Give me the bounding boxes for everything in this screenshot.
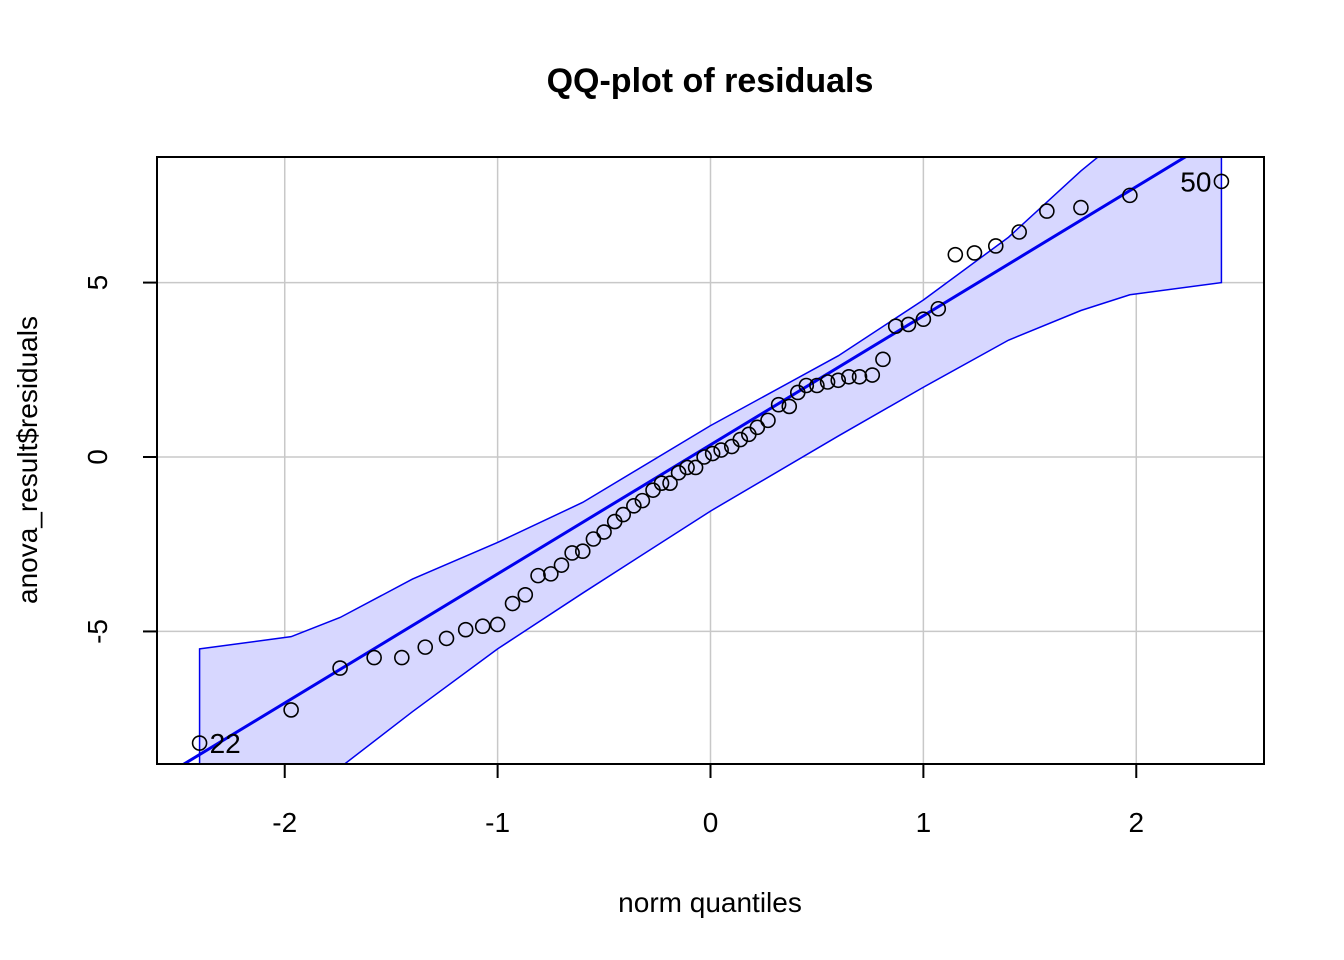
data-point [930, 300, 947, 317]
reference-line [181, 157, 1189, 764]
data-point [819, 374, 836, 390]
data-point [634, 492, 651, 509]
x-tick-label: -1 [485, 807, 510, 838]
data-point [615, 506, 632, 523]
data-points [191, 173, 1230, 751]
data-point [830, 372, 847, 389]
point-labels: 22 50 [210, 166, 1212, 759]
data-point [585, 531, 602, 547]
data-point [875, 351, 891, 368]
y-tick-label: 5 [82, 275, 113, 291]
data-point [798, 377, 815, 394]
data-point [679, 459, 695, 476]
data-point [191, 735, 208, 751]
data-point [987, 238, 1004, 254]
data-point [947, 246, 964, 263]
data-point [770, 396, 787, 413]
data-point [864, 367, 881, 383]
data-point [749, 419, 766, 436]
data-point [732, 431, 749, 448]
point-label: 50 [1180, 166, 1211, 197]
data-point [662, 475, 678, 491]
chart-title: QQ-plot of residuals [547, 62, 874, 100]
data-point [474, 618, 491, 635]
data-point [915, 311, 932, 328]
data-point [417, 639, 434, 655]
x-tick-label: 2 [1128, 807, 1144, 838]
data-point [1213, 173, 1230, 190]
data-point [900, 316, 917, 333]
reference-line-group [181, 157, 1189, 764]
data-point [687, 459, 704, 476]
data-point [564, 545, 580, 561]
y-tick-label: -5 [82, 619, 113, 644]
data-point [504, 595, 521, 612]
data-point [851, 368, 868, 385]
x-axis: -2 -1 0 1 2 [272, 764, 1144, 838]
data-point [283, 702, 299, 718]
data-point [332, 660, 348, 676]
x-tick-label: 0 [703, 807, 719, 838]
data-point [366, 649, 382, 666]
x-axis-label: norm quantiles [618, 887, 802, 918]
data-point [966, 245, 983, 261]
data-point [704, 445, 721, 462]
data-point [887, 318, 904, 334]
y-tick-label: 0 [82, 449, 113, 465]
data-point [670, 464, 687, 481]
y-axis-label: anova_result$residuals [12, 316, 43, 604]
y-axis: -5 0 5 [82, 275, 157, 644]
data-point [457, 621, 474, 638]
data-point [809, 377, 825, 394]
data-point [489, 616, 506, 633]
x-tick-label: -2 [272, 807, 297, 838]
data-point [1073, 199, 1089, 216]
data-point [530, 567, 546, 584]
data-point [1122, 187, 1138, 204]
data-point [1011, 224, 1027, 240]
data-point [438, 630, 455, 647]
data-point [781, 398, 798, 415]
data-point [596, 524, 612, 540]
data-point [543, 566, 559, 582]
data-point [1039, 203, 1055, 219]
data-point [553, 557, 570, 573]
data-point [394, 649, 410, 666]
data-point [713, 442, 729, 458]
data-point [760, 412, 776, 429]
x-tick-label: 1 [916, 807, 932, 838]
data-point [696, 449, 712, 465]
point-label: 22 [210, 728, 241, 759]
data-point [574, 543, 591, 560]
data-point [626, 498, 642, 514]
data-point [653, 475, 670, 491]
data-point [517, 587, 534, 603]
data-point [841, 368, 857, 385]
